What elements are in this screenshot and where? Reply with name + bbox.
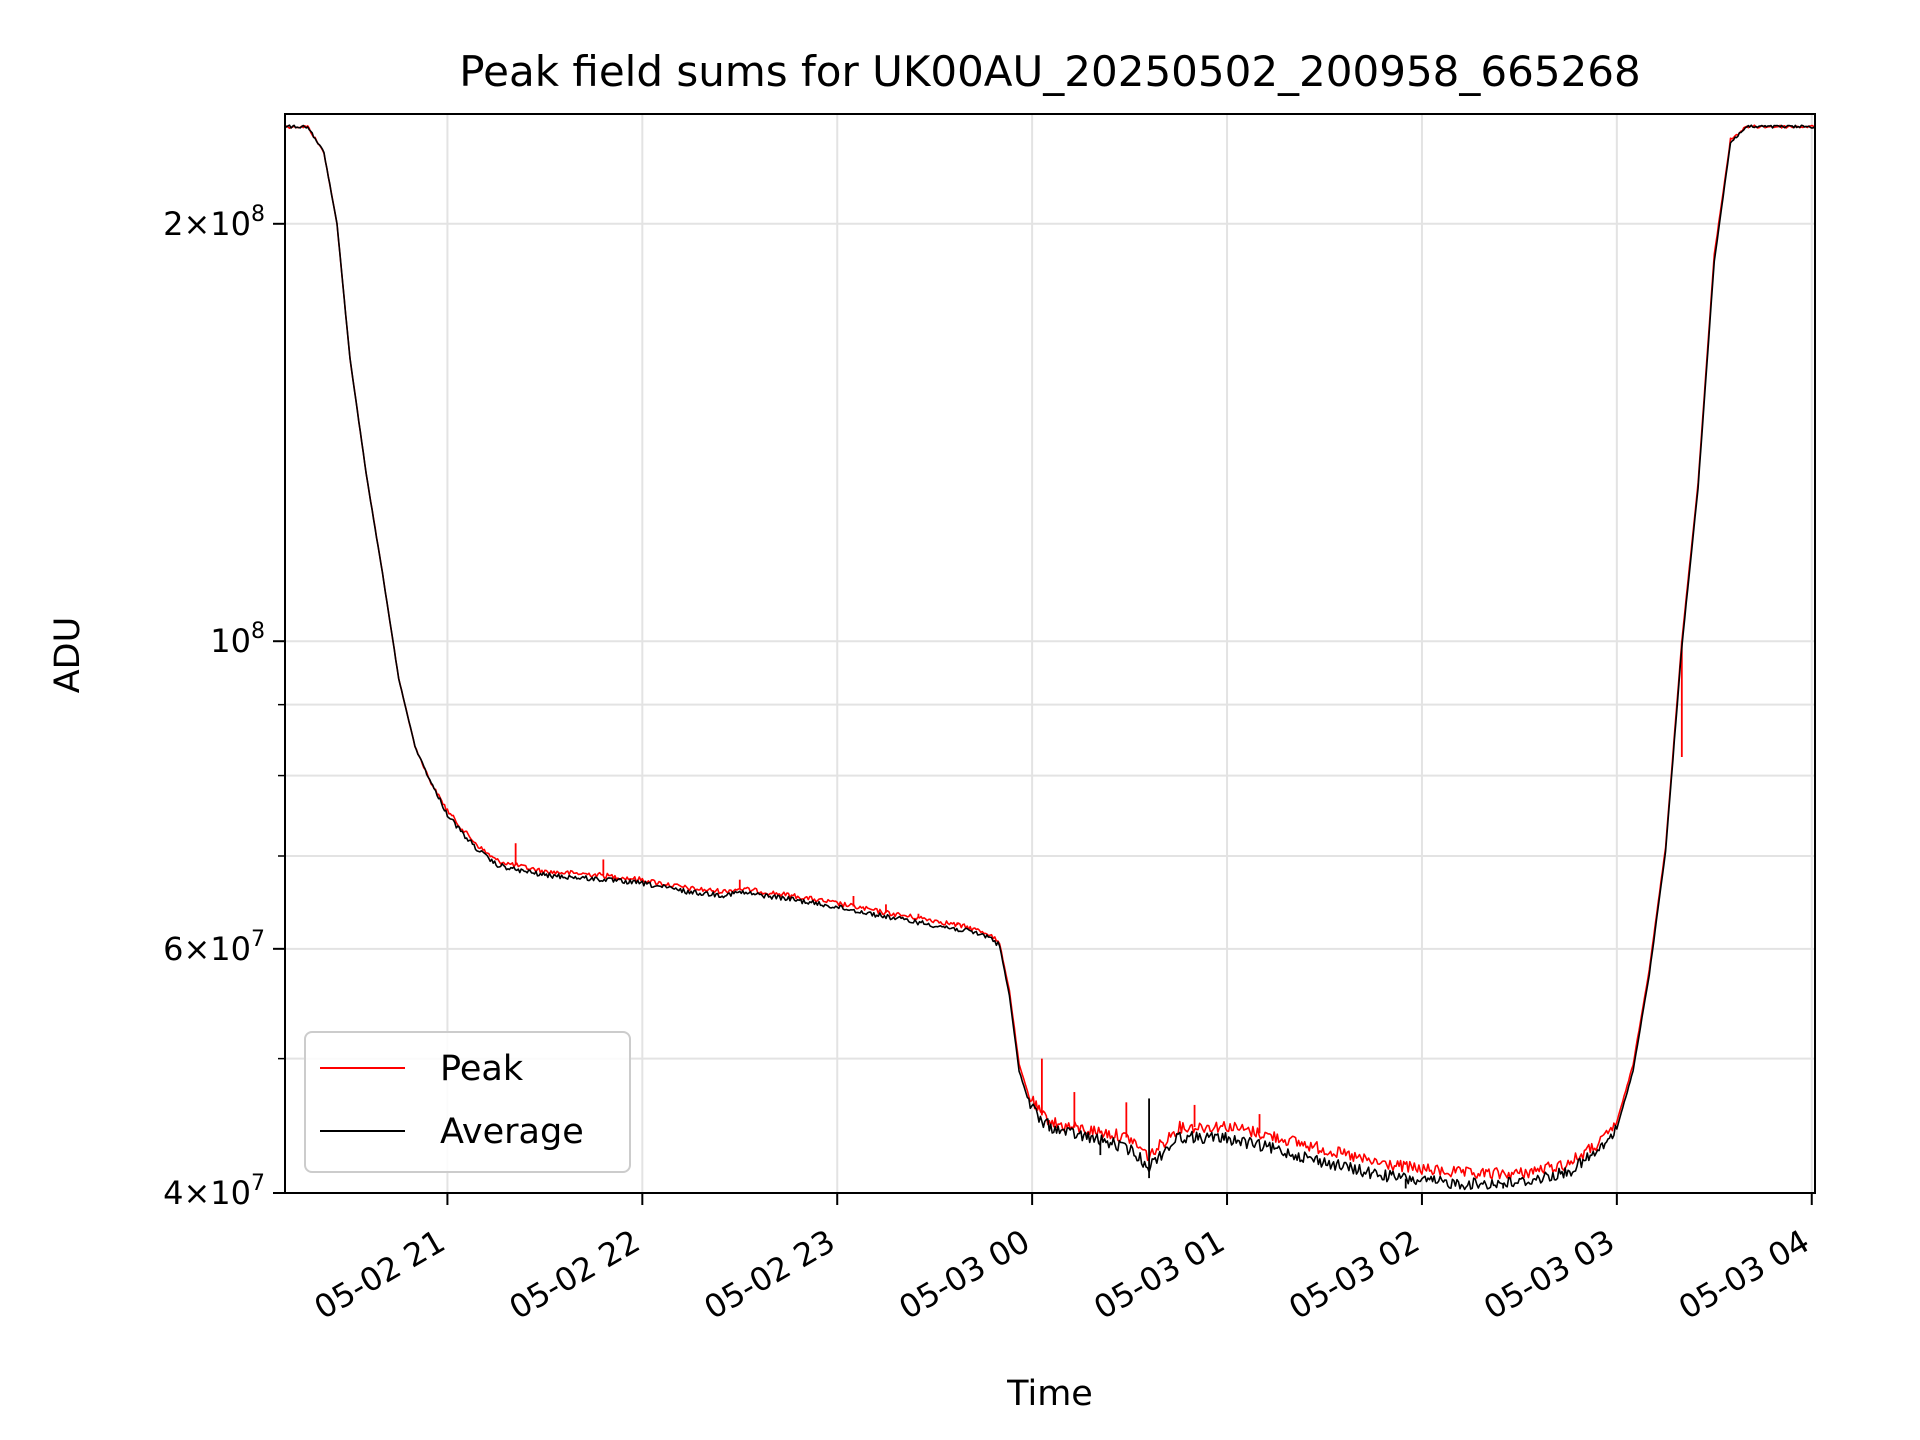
y-tick-label: 2×108 bbox=[163, 202, 265, 243]
legend-label-peak: Peak bbox=[440, 1049, 524, 1089]
chart-title: Peak field sums for UK00AU_20250502_2009… bbox=[459, 47, 1640, 96]
y-tick-mantissa: 4 bbox=[163, 1174, 183, 1212]
y-axis-label: ADU bbox=[48, 617, 88, 694]
y-tick-mantissa: 6 bbox=[163, 930, 183, 968]
y-tick-base: 10 bbox=[210, 622, 251, 660]
plot-frame bbox=[284, 113, 1816, 1194]
y-tick-exponent: 7 bbox=[251, 927, 265, 952]
plot-series bbox=[284, 124, 1816, 1191]
y-tick-label: 4×107 bbox=[163, 1171, 265, 1212]
y-tick-base: 10 bbox=[210, 1174, 251, 1212]
y-tick-exponent: 8 bbox=[251, 619, 265, 644]
legend-label-average: Average bbox=[440, 1112, 584, 1152]
y-tick-label: 108 bbox=[210, 619, 265, 660]
y-tick-base: 10 bbox=[210, 930, 251, 968]
x-axis-label: Time bbox=[1006, 1374, 1093, 1414]
y-tick-exponent: 7 bbox=[251, 1171, 265, 1196]
series-line-peak bbox=[284, 124, 1816, 1180]
y-tick-times: × bbox=[183, 930, 210, 968]
y-tick-base: 10 bbox=[210, 205, 251, 243]
y-tick-times: × bbox=[183, 1174, 210, 1212]
y-tick-exponent: 8 bbox=[251, 202, 265, 227]
y-tick-mantissa: 2 bbox=[163, 205, 183, 243]
y-tick-label: 6×107 bbox=[163, 927, 265, 968]
y-tick-times: × bbox=[183, 205, 210, 243]
legend: Peak Average bbox=[304, 1031, 631, 1173]
series-line-average bbox=[284, 124, 1816, 1191]
